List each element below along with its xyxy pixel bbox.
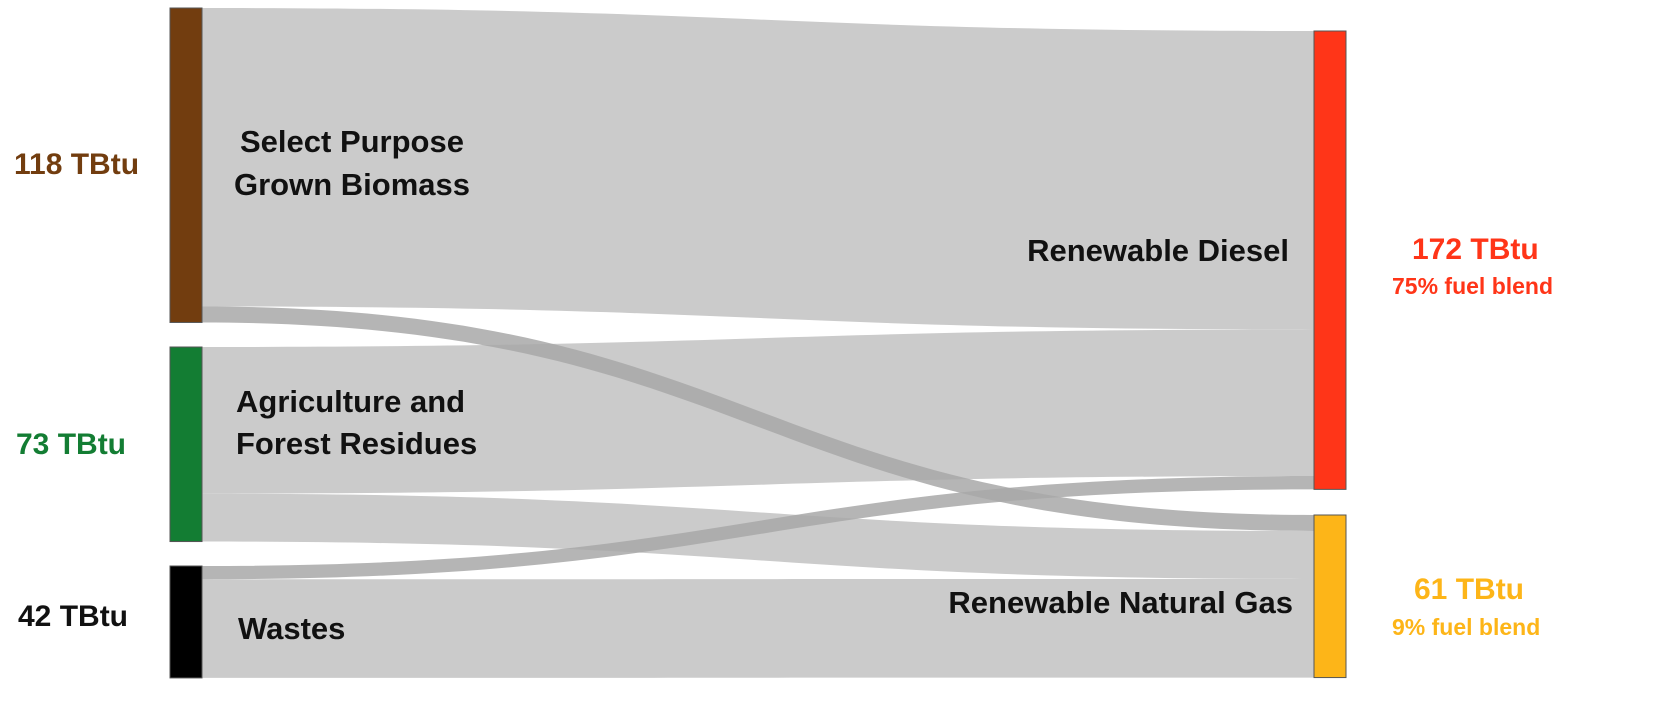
flow-biomass-to-rng <box>202 306 1314 531</box>
rng-node-bar <box>1313 514 1347 679</box>
wastes-value-label: 42 TBtu <box>18 600 129 633</box>
diesel-name: Renewable Diesel <box>1027 233 1289 268</box>
residues-value-label: 73 TBtu <box>16 428 127 461</box>
biomass-name-line1: Select Purpose <box>240 124 464 159</box>
rng-blend-label: 9% fuel blend <box>1392 614 1541 640</box>
residues-name-line2: Forest Residues <box>236 426 478 461</box>
flow-biomass-to-diesel <box>202 8 1314 330</box>
nodes <box>169 7 1347 679</box>
flow-wastes-to-rng <box>202 578 1314 678</box>
biomass-value-label: 118 TBtu <box>14 148 140 181</box>
biomass-node-bar <box>169 7 203 323</box>
rng-value-label: 61 TBtu <box>1414 573 1525 606</box>
flow-wastes-to-diesel <box>202 476 1314 580</box>
rng-name: Renewable Natural Gas <box>948 585 1293 620</box>
residues-node-bar <box>169 346 203 543</box>
wastes-name: Wastes <box>238 611 346 646</box>
flow-links <box>202 8 1314 678</box>
residues-name-line1: Agriculture and <box>236 384 466 419</box>
wastes-node-bar <box>169 565 203 679</box>
diesel-node-bar <box>1313 30 1347 490</box>
diesel-blend-label: 75% fuel blend <box>1392 273 1554 299</box>
diesel-value-label: 172 TBtu <box>1412 233 1539 266</box>
biomass-name-line2: Grown Biomass <box>234 167 470 202</box>
flow-residues-to-rng <box>202 493 1314 579</box>
